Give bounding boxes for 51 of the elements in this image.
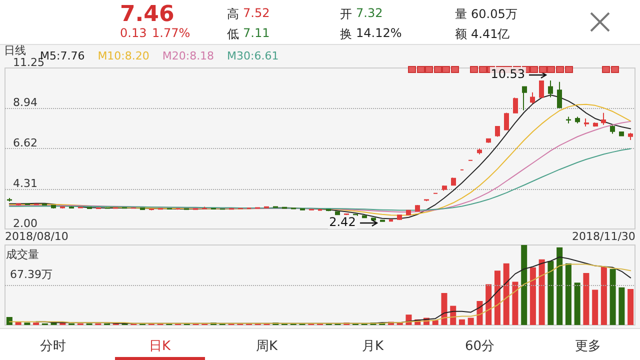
text: 0.13 [120,26,147,40]
bar [476,301,483,325]
bar [486,284,492,325]
bar [494,270,500,325]
bar [538,259,545,325]
bar [556,247,563,325]
text: 量 60.05万 [455,6,518,23]
y-tick-label: 6.62 [13,136,38,150]
bar [6,317,12,325]
text: 60分 [465,338,495,355]
annotation: 2.42 [328,214,357,229]
text: 1.77% [152,26,190,40]
bar [600,266,607,325]
text: 分时 [40,338,66,355]
bar [583,273,590,325]
text: 日K [149,338,171,355]
bar [548,261,554,325]
text: M20:8.18 [162,50,214,62]
bar [503,263,510,325]
text: 高 7.52 [227,6,270,23]
text: 更多 [575,338,601,355]
bar [468,318,474,325]
text: 换 14.12% [340,26,402,43]
text: 月K [362,338,384,355]
legend-title: 日线 [4,44,26,57]
bar [618,287,625,325]
bar [441,293,448,325]
y-tick-label: 2.00 [13,217,38,230]
text: 7.46 [120,2,174,27]
bar [458,319,465,325]
text: 2018/11/30 [572,230,636,243]
y-axis-title: 成交量 [6,248,39,261]
text: 2018/08/10 [5,230,68,243]
text: 低 7.11 [227,26,270,43]
annotation: 10.53 [490,66,526,81]
y-tick-label: 8.94 [13,96,38,110]
text: 周K [256,338,278,355]
bar [530,267,536,325]
y-tick-label: 4.31 [13,176,38,190]
bar [512,282,518,325]
bar [610,269,616,325]
text: 开 7.32 [340,6,383,23]
bar [565,263,572,325]
ref-line-label: 67.39万 [10,268,52,281]
bar [628,289,634,325]
text: M30:6.61 [227,50,279,62]
bar [521,245,528,325]
bar [592,290,598,325]
text: 额 4.41亿 [455,26,510,43]
text: M10:8.20 [98,50,150,62]
bar [574,282,580,325]
